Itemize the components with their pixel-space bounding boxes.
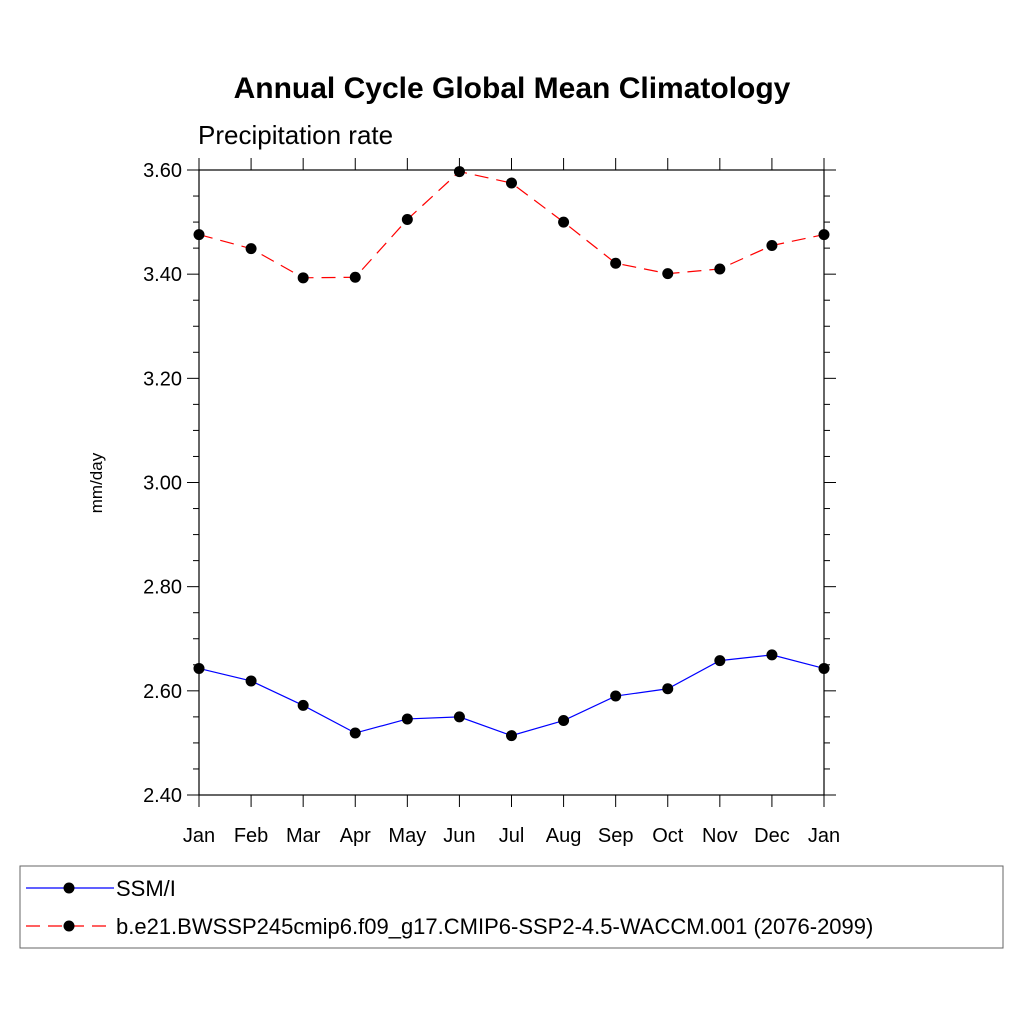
axes: 2.40 2.60 2.80 3.00 3.20 3.40 3.60 Jan Feb Mar Apr… [143,158,840,847]
data-point [662,268,674,280]
data-point [401,713,413,725]
series-layer [193,166,830,742]
data-point [766,240,778,252]
data-point [818,229,830,241]
x-tick-label: Oct [652,825,684,847]
x-tick-label: Apr [340,825,371,847]
x-tick-label: Jun [443,825,475,847]
legend-marker [63,882,75,894]
data-point [662,683,674,695]
series-line [198,654,825,737]
y-tick-label: 3.00 [143,473,182,495]
x-tick-label: Feb [234,825,268,847]
data-point [558,715,570,727]
data-point [297,699,309,711]
series-2 [193,166,830,284]
x-tick-label: Nov [702,825,738,847]
data-point [453,166,465,178]
chart-subtitle: Precipitation rate [198,120,393,150]
data-point [193,229,205,241]
data-point [245,675,257,687]
legend-box [19,865,1004,949]
x-tick-label: Mar [286,825,321,847]
data-point [766,649,778,661]
data-point [610,257,622,269]
y-tick-label: 2.60 [143,681,182,703]
data-point [349,271,361,283]
x-tick-label: Dec [754,825,790,847]
y-axis-label: mm/day [87,452,106,513]
data-point [818,662,830,674]
data-point [714,655,726,667]
chart-title: Annual Cycle Global Mean Climatology [234,72,791,105]
data-point [558,216,570,228]
x-tick-label: Sep [598,825,634,847]
data-point [714,263,726,275]
legend-marker [63,920,75,932]
data-point [349,727,361,739]
data-point [453,711,465,723]
x-tick-label: Jul [499,825,525,847]
legend-entry: b.e21.BWSSP245cmip6.f09_g17.CMIP6-SSP2-4… [116,914,873,939]
data-point [506,730,517,742]
data-point [401,213,413,225]
series-1 [193,649,830,742]
data-point [610,690,622,702]
y-tick-label: 2.80 [143,577,182,599]
data-point [193,662,205,674]
x-tick-label: Aug [546,825,582,847]
legend-entry: SSM/I [116,876,176,901]
x-tick-label: May [388,825,426,847]
y-tick-label: 3.20 [143,368,182,390]
data-point [506,177,517,189]
y-tick-label: 3.60 [143,160,182,182]
data-point [297,272,309,284]
data-point [245,243,257,255]
x-tick-label: Jan [183,825,215,847]
legend: SSM/I b.e21.BWSSP245cmip6.f09_g17.CMIP6-S… [19,865,1004,949]
x-tick-label: Jan [808,825,840,847]
y-tick-label: 2.40 [143,785,182,807]
y-tick-label: 3.40 [143,264,182,286]
